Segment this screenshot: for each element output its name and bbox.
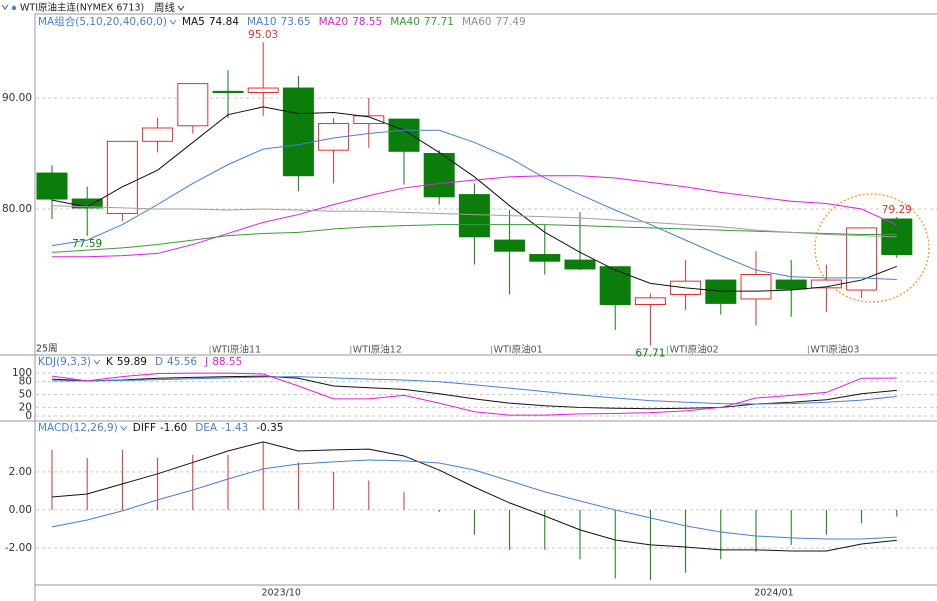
candle-body: [846, 227, 878, 291]
series-line: [51, 372, 897, 416]
high-label: 79.29: [882, 204, 912, 216]
series-line: [51, 129, 897, 281]
legend-title[interactable]: MA组合(5,10,20,40,60,0): [38, 15, 167, 28]
legend-name: MA60: [462, 16, 492, 28]
y-tick-label: -2.00: [5, 542, 32, 554]
series-line: [51, 224, 897, 253]
period-label: 25周: [36, 344, 58, 355]
series-line: [52, 175, 898, 258]
legend-arrow[interactable]: [120, 425, 128, 431]
candle-body: [142, 127, 174, 142]
candle-body: [634, 297, 666, 305]
y-tick-label: 50: [19, 389, 32, 401]
candle-body: [599, 266, 631, 305]
series-line: [52, 376, 897, 405]
candle-body: [106, 140, 138, 214]
candle-body: [740, 274, 772, 300]
candle-body: [177, 83, 209, 127]
legend-title[interactable]: MACD(12,26,9): [38, 422, 118, 434]
symbol[interactable]: WTI原油主连(NYMEX 6713): [20, 2, 144, 14]
status-dot: [11, 5, 17, 11]
y-tick-label: 2.00: [9, 466, 32, 478]
legend-name: D: [155, 356, 163, 368]
x-tick-label: 2023/10: [261, 588, 300, 599]
y-tick-label: 90.00: [2, 92, 32, 104]
legend-value: 45.56: [167, 356, 197, 368]
candle-body: [212, 90, 244, 93]
legend-value: 74.84: [209, 16, 239, 28]
legend-name: K: [106, 356, 114, 368]
toolbar: WTI原油主连(NYMEX 6713) 周线: [1, 1, 185, 14]
legend-name: DEA: [195, 422, 218, 434]
series-line: [51, 205, 897, 238]
x-tick-label: WTI原油11: [212, 344, 261, 356]
high-label: 95.03: [248, 29, 278, 41]
legend-name: MA5: [182, 16, 205, 28]
legend-value: 77.49: [496, 16, 526, 28]
x-tick-label: WTI原油03: [810, 344, 859, 356]
legend-name: MA40: [390, 16, 420, 28]
x-tick-label: WTI原油02: [670, 344, 719, 356]
legend-value: -0.35: [256, 422, 283, 434]
candle-body: [388, 118, 420, 152]
legend-value: 59.89: [117, 356, 147, 368]
candle-body: [458, 194, 490, 238]
legend-value: 73.65: [281, 16, 311, 28]
series-line: [51, 441, 897, 552]
menu-arrow[interactable]: [1, 4, 9, 10]
candle-body: [282, 87, 314, 177]
legend-arrow[interactable]: [169, 19, 177, 25]
y-tick-label: 0: [25, 410, 32, 422]
y-tick-label: 100: [12, 367, 32, 379]
legend-value: 78.55: [352, 16, 382, 28]
legend-value: -1.43: [221, 422, 248, 434]
candle-body: [705, 279, 737, 304]
period-arrow[interactable]: [177, 5, 185, 11]
series-line: [51, 106, 897, 292]
legend-value: -1.60: [160, 422, 187, 434]
candle-body: [353, 115, 385, 125]
legend-name: J: [204, 356, 208, 368]
period[interactable]: 周线: [154, 1, 175, 14]
x-tick-label: 2024/01: [754, 588, 793, 599]
y-tick-label: 80: [19, 376, 32, 388]
low-label: 67.71: [635, 347, 665, 359]
candle-body: [494, 239, 526, 252]
candle-body: [775, 279, 807, 290]
legend-title[interactable]: KDJ(9,3,3): [38, 356, 91, 368]
candle-body: [423, 153, 455, 198]
low-label: 77.59: [72, 238, 102, 250]
y-tick-label: 80.00: [2, 203, 32, 215]
legend-name: DIFF: [133, 422, 156, 434]
series-line: [51, 459, 897, 540]
candle-body: [247, 87, 279, 93]
legend-arrow[interactable]: [93, 359, 101, 365]
legend-name: MA10: [247, 16, 277, 28]
y-tick-label: 20: [19, 401, 32, 413]
y-tick-label: 0.00: [9, 504, 32, 516]
highlight-circle: [814, 193, 930, 303]
legend-value: 77.71: [424, 16, 454, 28]
legend-value: 88.55: [212, 356, 242, 368]
x-tick-label: WTI原油01: [494, 344, 543, 356]
candle-body: [36, 172, 68, 200]
legend-name: MA20: [319, 16, 349, 28]
candle-body: [529, 254, 561, 262]
x-tick-label: WTI原油12: [353, 344, 402, 356]
candle-body: [564, 259, 596, 270]
